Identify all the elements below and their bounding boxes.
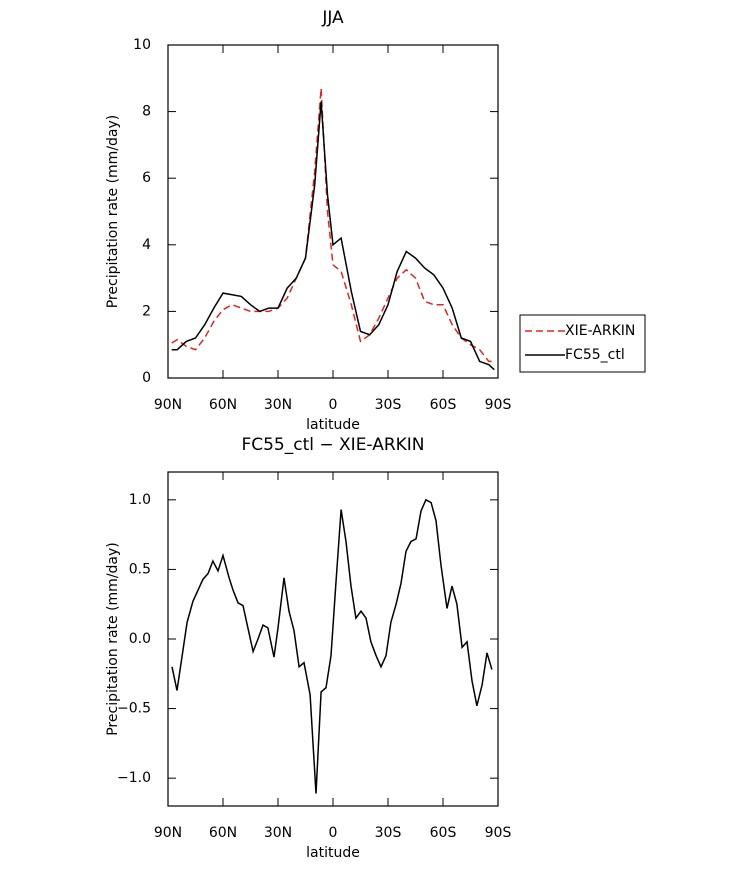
y-tick-label: 0.0 bbox=[129, 631, 151, 647]
y-tick-label: 2 bbox=[142, 303, 151, 319]
x-tick-label: 60N bbox=[209, 825, 237, 841]
y-tick-label: 8 bbox=[142, 104, 151, 120]
plot-frame bbox=[167, 44, 499, 379]
x-tick-label: 60S bbox=[430, 397, 457, 413]
x-tick-label: 90N bbox=[154, 825, 182, 841]
y-tick-label: −0.5 bbox=[117, 701, 151, 717]
y-axis-label: Precipitation rate (mm/day) bbox=[105, 542, 121, 736]
x-tick-label: 30S bbox=[375, 397, 402, 413]
y-tick-label: −1.0 bbox=[117, 770, 151, 786]
legend-label: FC55_ctl bbox=[565, 347, 625, 363]
y-tick-label: 0.5 bbox=[129, 561, 151, 577]
legend-label: XIE-ARKIN bbox=[565, 323, 635, 339]
y-tick-label: 0 bbox=[142, 370, 151, 386]
y-tick-label: 4 bbox=[142, 237, 151, 253]
chart-title: JJA bbox=[321, 8, 344, 28]
legend-box bbox=[519, 314, 646, 373]
data-line bbox=[171, 88, 495, 363]
x-tick-label: 30S bbox=[375, 825, 402, 841]
x-axis-label: latitude bbox=[306, 417, 360, 433]
y-tick-label: 10 bbox=[133, 37, 151, 53]
y-tick-label: 1.0 bbox=[129, 492, 151, 508]
y-tick-label: 6 bbox=[142, 170, 151, 186]
data-line bbox=[171, 101, 495, 371]
x-tick-label: 90N bbox=[154, 397, 182, 413]
x-axis-label: latitude bbox=[306, 845, 360, 861]
x-tick-label: 30N bbox=[264, 397, 292, 413]
x-tick-label: 60N bbox=[209, 397, 237, 413]
chart-title: FC55_ctl − XIE-ARKIN bbox=[241, 435, 424, 455]
x-tick-label: 30N bbox=[264, 825, 292, 841]
x-tick-label: 90S bbox=[485, 397, 512, 413]
y-axis-label: Precipitation rate (mm/day) bbox=[105, 115, 121, 309]
x-tick-label: 0 bbox=[329, 825, 338, 841]
data-line bbox=[171, 498, 493, 794]
plot-frame bbox=[167, 471, 499, 807]
x-tick-label: 0 bbox=[329, 397, 338, 413]
x-tick-label: 90S bbox=[485, 825, 512, 841]
x-tick-label: 60S bbox=[430, 825, 457, 841]
